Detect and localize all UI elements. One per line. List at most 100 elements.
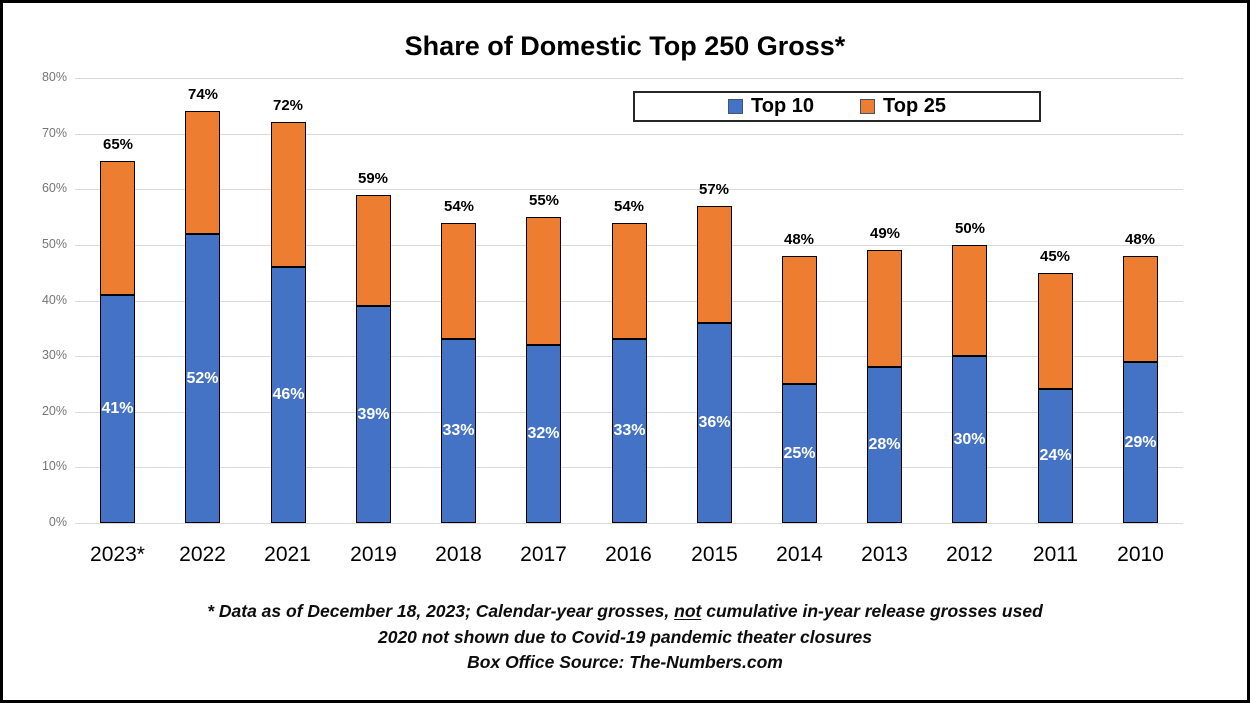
gridline bbox=[75, 523, 1183, 524]
bar-total-label: 57% bbox=[698, 181, 730, 198]
x-axis-label: 2023* bbox=[90, 543, 145, 566]
x-axis-label: 2018 bbox=[435, 543, 482, 566]
bar-group: 32% bbox=[526, 217, 561, 523]
legend-label-top25: Top 25 bbox=[883, 95, 946, 117]
bar-group: 29% bbox=[1123, 256, 1158, 523]
footnote-line-1: * Data as of December 18, 2023; Calendar… bbox=[207, 601, 1043, 621]
bar-segment-top25 bbox=[185, 111, 220, 234]
legend: Top 10 Top 25 bbox=[633, 91, 1041, 122]
bar-inner-label: 46% bbox=[272, 386, 305, 403]
x-axis-label: 2016 bbox=[605, 543, 652, 566]
bar-segment-top10: 28% bbox=[867, 367, 902, 523]
bar-group: 33% bbox=[441, 223, 476, 523]
bar-inner-label: 29% bbox=[1124, 433, 1157, 451]
x-axis-label: 2011 bbox=[1032, 543, 1079, 566]
bar-segment-top10: 36% bbox=[697, 323, 732, 523]
y-tick-label: 20% bbox=[41, 404, 67, 418]
x-axis-label: 2015 bbox=[691, 543, 738, 566]
bar-total-label: 49% bbox=[869, 225, 901, 242]
bar-segment-top25 bbox=[867, 250, 902, 367]
x-axis-label: 2017 bbox=[520, 543, 567, 566]
legend-label-top10: Top 10 bbox=[751, 95, 814, 117]
bar-inner-label: 28% bbox=[868, 436, 901, 453]
y-tick-label: 30% bbox=[41, 348, 67, 362]
bar-group: 25% bbox=[782, 256, 817, 523]
gridline bbox=[75, 189, 1183, 190]
bar-group: 46% bbox=[271, 122, 306, 523]
bar-group: 28% bbox=[867, 250, 902, 523]
bar-segment-top10: 29% bbox=[1123, 362, 1158, 523]
bar-segment-top25 bbox=[952, 245, 987, 356]
bar-total-label: 55% bbox=[528, 192, 560, 209]
bar-segment-top10: 41% bbox=[100, 295, 135, 523]
bar-group: 52% bbox=[185, 111, 220, 523]
bar-segment-top10: 24% bbox=[1038, 389, 1073, 523]
bar-segment-top25 bbox=[100, 161, 135, 295]
bar-segment-top25 bbox=[1038, 273, 1073, 389]
bar-segment-top10: 32% bbox=[526, 345, 561, 523]
x-axis-label: 2013 bbox=[861, 543, 908, 566]
legend-item-top10: Top 10 bbox=[728, 95, 814, 118]
gridline bbox=[75, 78, 1183, 79]
legend-swatch-top10-icon bbox=[728, 99, 744, 114]
bar-total-label: 54% bbox=[613, 198, 645, 215]
bar-inner-label: 52% bbox=[186, 369, 219, 387]
bar-segment-top10: 25% bbox=[782, 384, 817, 523]
bar-segment-top25 bbox=[1123, 256, 1158, 362]
y-tick-label: 40% bbox=[41, 293, 67, 307]
bar-total-label: 50% bbox=[954, 220, 986, 237]
y-tick-label: 10% bbox=[41, 459, 67, 473]
y-tick-label: 70% bbox=[41, 126, 67, 140]
bar-segment-top25 bbox=[271, 122, 306, 267]
bar-segment-top10: 33% bbox=[441, 339, 476, 523]
bar-total-label: 48% bbox=[1124, 231, 1156, 248]
bar-segment-top25 bbox=[697, 206, 732, 323]
bar-inner-label: 32% bbox=[527, 425, 560, 442]
y-tick-label: 0% bbox=[48, 515, 67, 529]
footnote-line-3: Box Office Source: The-Numbers.com bbox=[467, 652, 783, 672]
bar-segment-top25 bbox=[612, 223, 647, 339]
bar-total-label: 48% bbox=[783, 231, 815, 248]
bar-total-label: 59% bbox=[357, 170, 389, 187]
bar-group: 24% bbox=[1038, 273, 1073, 523]
bar-total-label: 74% bbox=[187, 86, 219, 103]
bar-inner-label: 30% bbox=[953, 430, 986, 448]
footnotes: * Data as of December 18, 2023; Calendar… bbox=[3, 599, 1247, 676]
bar-segment-top25 bbox=[782, 256, 817, 384]
chart-title: Share of Domestic Top 250 Gross* bbox=[404, 31, 846, 61]
footnote-line-2: 2020 not shown due to Covid-19 pandemic … bbox=[377, 626, 872, 647]
gridline bbox=[75, 134, 1183, 135]
bar-segment-top25 bbox=[526, 217, 561, 345]
bar-total-label: 72% bbox=[272, 97, 304, 114]
legend-swatch-top25-icon bbox=[860, 99, 875, 114]
x-axis-label: 2022 bbox=[179, 543, 226, 566]
bar-group: 41% bbox=[100, 161, 135, 523]
x-axis-label: 2012 bbox=[946, 543, 993, 566]
bar-inner-label: 41% bbox=[101, 400, 134, 417]
x-axis-label: 2019 bbox=[350, 543, 397, 566]
x-axis-label: 2021 bbox=[264, 543, 311, 566]
bar-segment-top10: 46% bbox=[271, 267, 306, 523]
legend-item-top25: Top 25 bbox=[860, 95, 946, 118]
bar-group: 33% bbox=[612, 223, 647, 523]
bar-group: 36% bbox=[697, 206, 732, 523]
x-axis-label: 2014 bbox=[776, 543, 823, 566]
x-axis-label: 2010 bbox=[1117, 543, 1164, 566]
bar-segment-top25 bbox=[441, 223, 476, 339]
bar-total-label: 65% bbox=[102, 136, 134, 153]
bar-inner-label: 39% bbox=[357, 405, 390, 423]
bar-inner-label: 24% bbox=[1039, 447, 1072, 464]
bar-inner-label: 25% bbox=[783, 444, 816, 462]
bar-total-label: 54% bbox=[443, 198, 475, 215]
bar-segment-top25 bbox=[356, 195, 391, 306]
bar-segment-top10: 30% bbox=[952, 356, 987, 523]
bar-segment-top10: 52% bbox=[185, 234, 220, 523]
bar-segment-top10: 39% bbox=[356, 306, 391, 523]
bar-inner-label: 33% bbox=[442, 422, 475, 439]
bar-group: 30% bbox=[952, 245, 987, 523]
bar-group: 39% bbox=[356, 195, 391, 523]
y-tick-label: 60% bbox=[41, 181, 67, 195]
y-tick-label: 50% bbox=[41, 237, 67, 251]
bar-total-label: 45% bbox=[1039, 248, 1071, 265]
